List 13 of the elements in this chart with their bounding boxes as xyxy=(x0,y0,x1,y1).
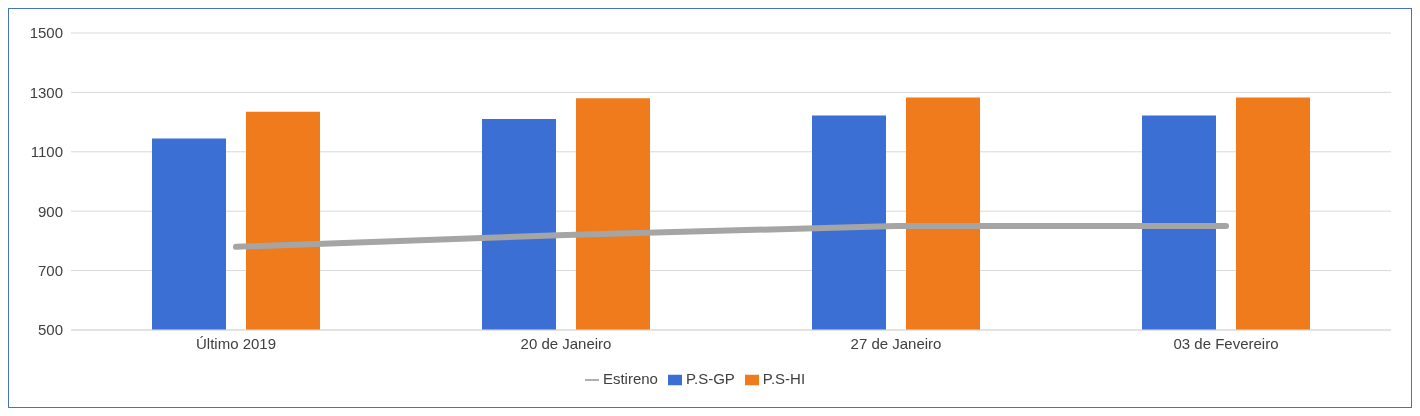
y-tick-label: 1500 xyxy=(29,24,63,42)
x-tick-label: 20 de Janeiro xyxy=(520,334,612,352)
legend-label: Estireno xyxy=(602,369,658,387)
y-tick-label: 500 xyxy=(37,321,63,339)
x-tick-label: 27 de Janeiro xyxy=(850,334,942,352)
y-tick-label: 1100 xyxy=(30,143,63,161)
y-tick-label: 700 xyxy=(37,261,63,279)
y-tick-label: 900 xyxy=(37,202,63,220)
x-tick-label: 03 de Fevereiro xyxy=(1173,334,1279,352)
x-tick-label: Último 2019 xyxy=(195,334,277,352)
legend-label: P.S-GP xyxy=(685,369,735,387)
y-tick-label: 1300 xyxy=(29,83,63,101)
legend-label: P.S-HI xyxy=(762,369,806,387)
